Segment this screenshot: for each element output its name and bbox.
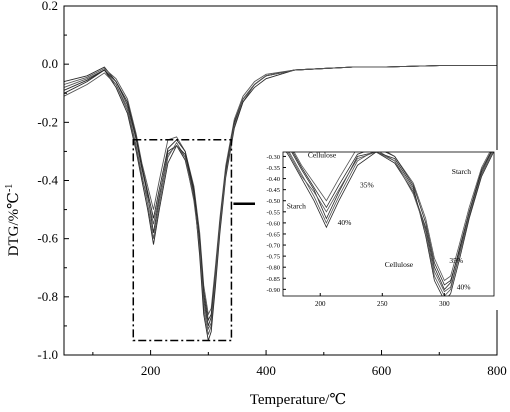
inset-annotation: Starch: [452, 167, 471, 176]
dtg-curve: [63, 65, 497, 331]
y-axis-label-main: DTG/%℃: [6, 192, 22, 256]
zoom-rectangle: [132, 139, 233, 342]
inset-frame: [282, 151, 495, 297]
y-tick-label: 0.0: [42, 56, 58, 71]
inset-dtg-curve: [293, 152, 491, 282]
y-axis-label-superscript: -1: [4, 184, 15, 192]
inset-annotation: 35%: [360, 180, 374, 189]
inset-y-tick-label: -0.75: [266, 254, 280, 261]
y-tick-label: -1.0: [37, 347, 58, 362]
inset-dtg-curve: [285, 152, 494, 296]
y-tick-label: -0.2: [37, 114, 58, 129]
inset-annotation: Cellulose: [308, 151, 337, 160]
y-tick-label: -0.8: [37, 289, 58, 304]
x-tick-label: 800: [487, 363, 507, 378]
inset-y-tick-label: -0.80: [266, 265, 280, 272]
inset-y-tick-label: -0.90: [266, 287, 280, 294]
y-axis-label: DTG/%℃-1: [4, 184, 22, 257]
inset-annotation: 40%: [338, 218, 352, 227]
inset-x-tick-label: 300: [439, 300, 450, 308]
inset-y-tick-label: -0.65: [266, 231, 280, 238]
inset-y-tick-label: -0.70: [266, 243, 280, 250]
inset-y-tick-label: -0.50: [266, 198, 280, 205]
inset-y-tick-label: -0.85: [266, 276, 280, 283]
inset-annotation: 40%: [457, 282, 471, 291]
inset-y-tick-label: -0.30: [266, 154, 280, 161]
inset-annotation: 35%: [449, 256, 463, 265]
inset-dtg-curve: [287, 152, 493, 293]
inset-dtg-curve: [291, 152, 492, 291]
inset-annotation: Cellulose: [385, 260, 414, 269]
inset-y-tick-label: -0.35: [266, 165, 280, 172]
main-series-group: [63, 65, 497, 341]
inset-background: [255, 150, 498, 310]
y-tick-label: 0.2: [42, 0, 58, 13]
inset-dtg-curve: [288, 152, 493, 296]
y-tick-label: -0.6: [37, 231, 58, 246]
x-tick-label: 600: [372, 363, 392, 378]
inset-chart: 200 250 300 -0.30 -0.35 -0.40 -0.45 -0.50 -0.55 -…: [255, 150, 498, 310]
inset-y-tick-label: -0.60: [266, 220, 280, 227]
inset-y-tick-label: -0.45: [266, 187, 280, 194]
x-tick-label: 400: [256, 363, 276, 378]
inset-y-tick-label: -0.40: [266, 176, 280, 183]
inset-y-tick-label: -0.55: [266, 209, 280, 216]
inset-annotation: Starch: [287, 201, 306, 210]
x-tick-label: 200: [141, 363, 161, 378]
y-tick-label: -0.4: [37, 173, 58, 188]
inset-series-group: [285, 152, 494, 296]
x-axis-label: Temperature/℃: [250, 392, 347, 408]
inset-dtg-curve: [292, 152, 492, 286]
inset-x-tick-label: 200: [315, 300, 326, 308]
inset-x-tick-label: 250: [377, 300, 388, 308]
